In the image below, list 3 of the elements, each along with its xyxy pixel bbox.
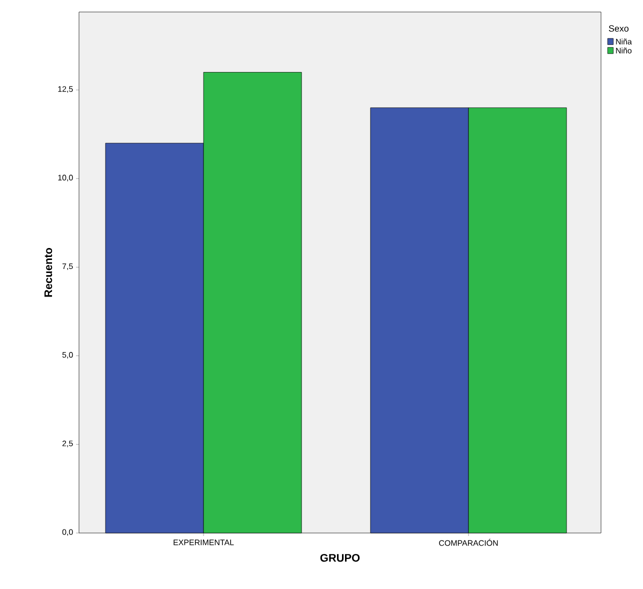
y-axis-title: Recuento: [44, 248, 52, 297]
x-axis-title: GRUPO: [320, 554, 360, 562]
legend-title: Sexo: [608, 25, 629, 32]
